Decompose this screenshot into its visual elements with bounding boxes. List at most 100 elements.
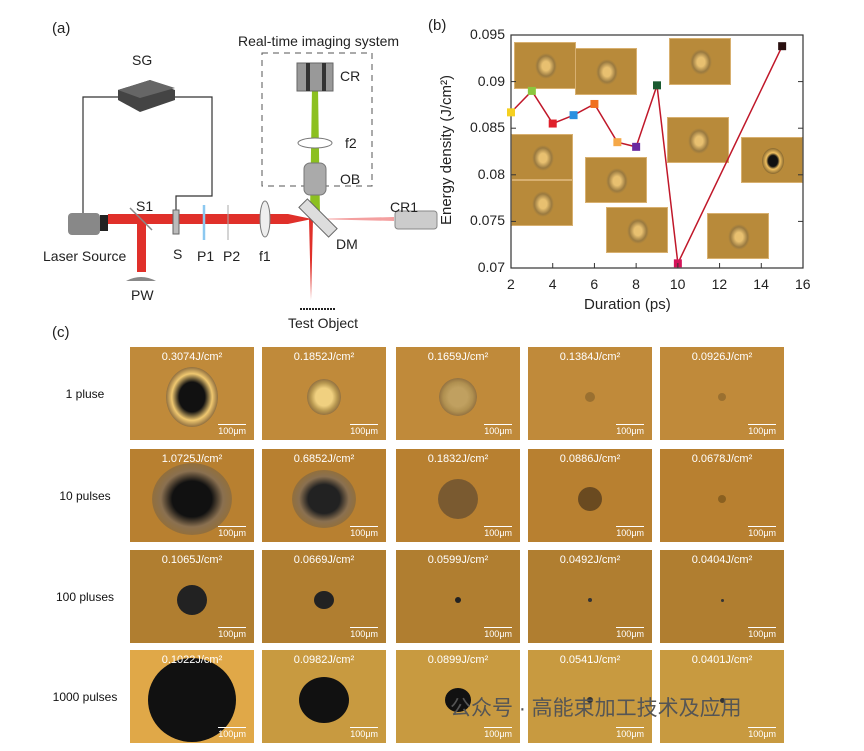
panel-b-label: (b) bbox=[428, 17, 447, 34]
scale-bar: 100μm bbox=[350, 424, 378, 436]
fluence-label: 1.0725J/cm² bbox=[161, 453, 223, 465]
scale-bar: 100μm bbox=[616, 727, 644, 739]
fluence-label: 0.3074J/cm² bbox=[161, 351, 223, 363]
ablation-spot bbox=[314, 591, 334, 609]
y-tick-label: 0.085 bbox=[469, 119, 505, 136]
watermark: 公众号 · 高能束加工技术及应用 bbox=[450, 697, 742, 720]
data-point bbox=[778, 42, 787, 51]
fluence-label: 0.6852J/cm² bbox=[293, 453, 355, 465]
data-point bbox=[548, 119, 557, 128]
energy-duration-chart: 2 4 6 8 10 12 14 16 0.07 0.075 0.08 0.085 0.09 0.095 bbox=[0, 0, 864, 340]
x-tick-label: 12 bbox=[711, 276, 728, 292]
ablation-spot bbox=[438, 479, 478, 519]
fluence-label: 0.0678J/cm² bbox=[691, 453, 753, 465]
label-s1: S1 bbox=[136, 198, 154, 214]
camera-cr1 bbox=[394, 210, 438, 230]
micrograph-cell: 0.0678J/cm² 100μm bbox=[660, 449, 784, 542]
fluence-label: 0.0492J/cm² bbox=[559, 554, 621, 566]
ablation-spot bbox=[292, 470, 356, 528]
scale-bar: 100μm bbox=[616, 627, 644, 639]
x-tick-label: 8 bbox=[632, 276, 640, 292]
label-test-object: Test Object bbox=[288, 315, 359, 331]
panel-c-label: (c) bbox=[52, 324, 70, 341]
inset-micrograph bbox=[585, 157, 647, 203]
label-cr1: CR1 bbox=[390, 199, 419, 215]
micrograph-cell: 0.0599J/cm² 100μm bbox=[396, 550, 520, 643]
micrograph-cell: 0.0404J/cm² 100μm bbox=[660, 550, 784, 643]
data-point bbox=[613, 138, 622, 147]
micrograph-cell: 0.1852J/cm² 100μm bbox=[262, 347, 386, 440]
label-pw: PW bbox=[131, 287, 154, 303]
x-tick-label: 6 bbox=[590, 276, 599, 292]
ablation-spot bbox=[299, 677, 349, 723]
fluence-label: 0.1384J/cm² bbox=[559, 351, 621, 363]
fluence-label: 0.1852J/cm² bbox=[293, 351, 355, 363]
data-point bbox=[527, 86, 536, 95]
y-tick-label: 0.095 bbox=[469, 26, 505, 42]
inset-micrograph bbox=[707, 213, 769, 259]
micrograph-cell: 0.0541J/cm² 100μm bbox=[528, 650, 652, 743]
micrograph-cell: 0.0492J/cm² 100μm bbox=[528, 550, 652, 643]
dichroic-mirror bbox=[298, 198, 338, 238]
y-tick-label: 0.08 bbox=[477, 165, 505, 182]
scale-bar: 100μm bbox=[616, 424, 644, 436]
micrograph-cell: 0.1832J/cm² 100μm bbox=[396, 449, 520, 542]
y-axis-label: Energy density (J/cm²) bbox=[438, 74, 455, 226]
micrograph-cell: 1.0725J/cm² 100μm bbox=[130, 449, 254, 542]
inset-micrograph bbox=[511, 180, 573, 226]
label-sg: SG bbox=[132, 52, 153, 68]
label-dm: DM bbox=[336, 236, 358, 252]
inset-micrograph bbox=[575, 48, 637, 95]
fluence-label: 0.0926J/cm² bbox=[691, 351, 753, 363]
shutter bbox=[172, 209, 180, 235]
s1-splitter bbox=[129, 207, 153, 231]
micrograph-cell: 0.0926J/cm² 100μm bbox=[660, 347, 784, 440]
micrograph-cell: 0.0982J/cm² 100μm bbox=[262, 650, 386, 743]
data-point bbox=[507, 108, 515, 117]
micrograph-cell: 0.6852J/cm² 100μm bbox=[262, 449, 386, 542]
micrograph-cell: 0.1065J/cm² 100μm bbox=[130, 550, 254, 643]
ablation-spot bbox=[588, 598, 592, 602]
fluence-label: 0.1659J/cm² bbox=[427, 351, 489, 363]
panel-a-label: (a) bbox=[52, 20, 71, 37]
lens-f2 bbox=[297, 137, 333, 149]
inset-micrograph bbox=[667, 117, 729, 163]
ablation-spot bbox=[177, 585, 207, 615]
label-f1: f1 bbox=[259, 248, 271, 264]
scale-bar: 100μm bbox=[484, 727, 512, 739]
scale-bar: 100μm bbox=[218, 627, 246, 639]
plot-frame bbox=[510, 34, 804, 269]
row-label: 10 pulses bbox=[59, 489, 111, 503]
ablation-spot bbox=[166, 367, 218, 427]
x-tick-label: 4 bbox=[548, 276, 557, 292]
x-tick-label: 2 bbox=[507, 276, 515, 292]
scale-bar: 100μm bbox=[616, 526, 644, 538]
micrograph-cell: 0.1384J/cm² 100μm bbox=[528, 347, 652, 440]
label-p2: P2 bbox=[223, 248, 241, 264]
micrograph-cell: 0.3074J/cm² 100μm bbox=[130, 347, 254, 440]
series-line bbox=[510, 45, 783, 266]
data-point bbox=[653, 81, 661, 90]
ablation-spot bbox=[718, 495, 726, 503]
ablation-spot bbox=[148, 658, 236, 742]
scale-bar: 100μm bbox=[218, 424, 246, 436]
fluence-label: 0.0899J/cm² bbox=[427, 654, 489, 666]
power-meter bbox=[126, 277, 156, 281]
micrograph-cell: 0.0669J/cm² 100μm bbox=[262, 550, 386, 643]
micrograph-cell: 0.1022J/cm² 100μm bbox=[130, 650, 254, 743]
scale-bar: 100μm bbox=[350, 727, 378, 739]
objective bbox=[303, 162, 327, 196]
inset-micrograph bbox=[741, 137, 803, 183]
scale-bar: 100μm bbox=[218, 526, 246, 538]
label-cr: CR bbox=[340, 68, 361, 84]
laser-source bbox=[68, 213, 100, 235]
ablation-spot bbox=[587, 697, 593, 703]
label-p1: P1 bbox=[197, 248, 215, 264]
fluence-label: 0.0541J/cm² bbox=[559, 654, 621, 666]
scale-bar: 100μm bbox=[748, 526, 776, 538]
row-label: 1 pluse bbox=[65, 387, 105, 401]
y-tick-label: 0.07 bbox=[477, 259, 505, 275]
fluence-label: 0.1065J/cm² bbox=[161, 554, 223, 566]
row-label: 1000 pulses bbox=[52, 690, 118, 704]
